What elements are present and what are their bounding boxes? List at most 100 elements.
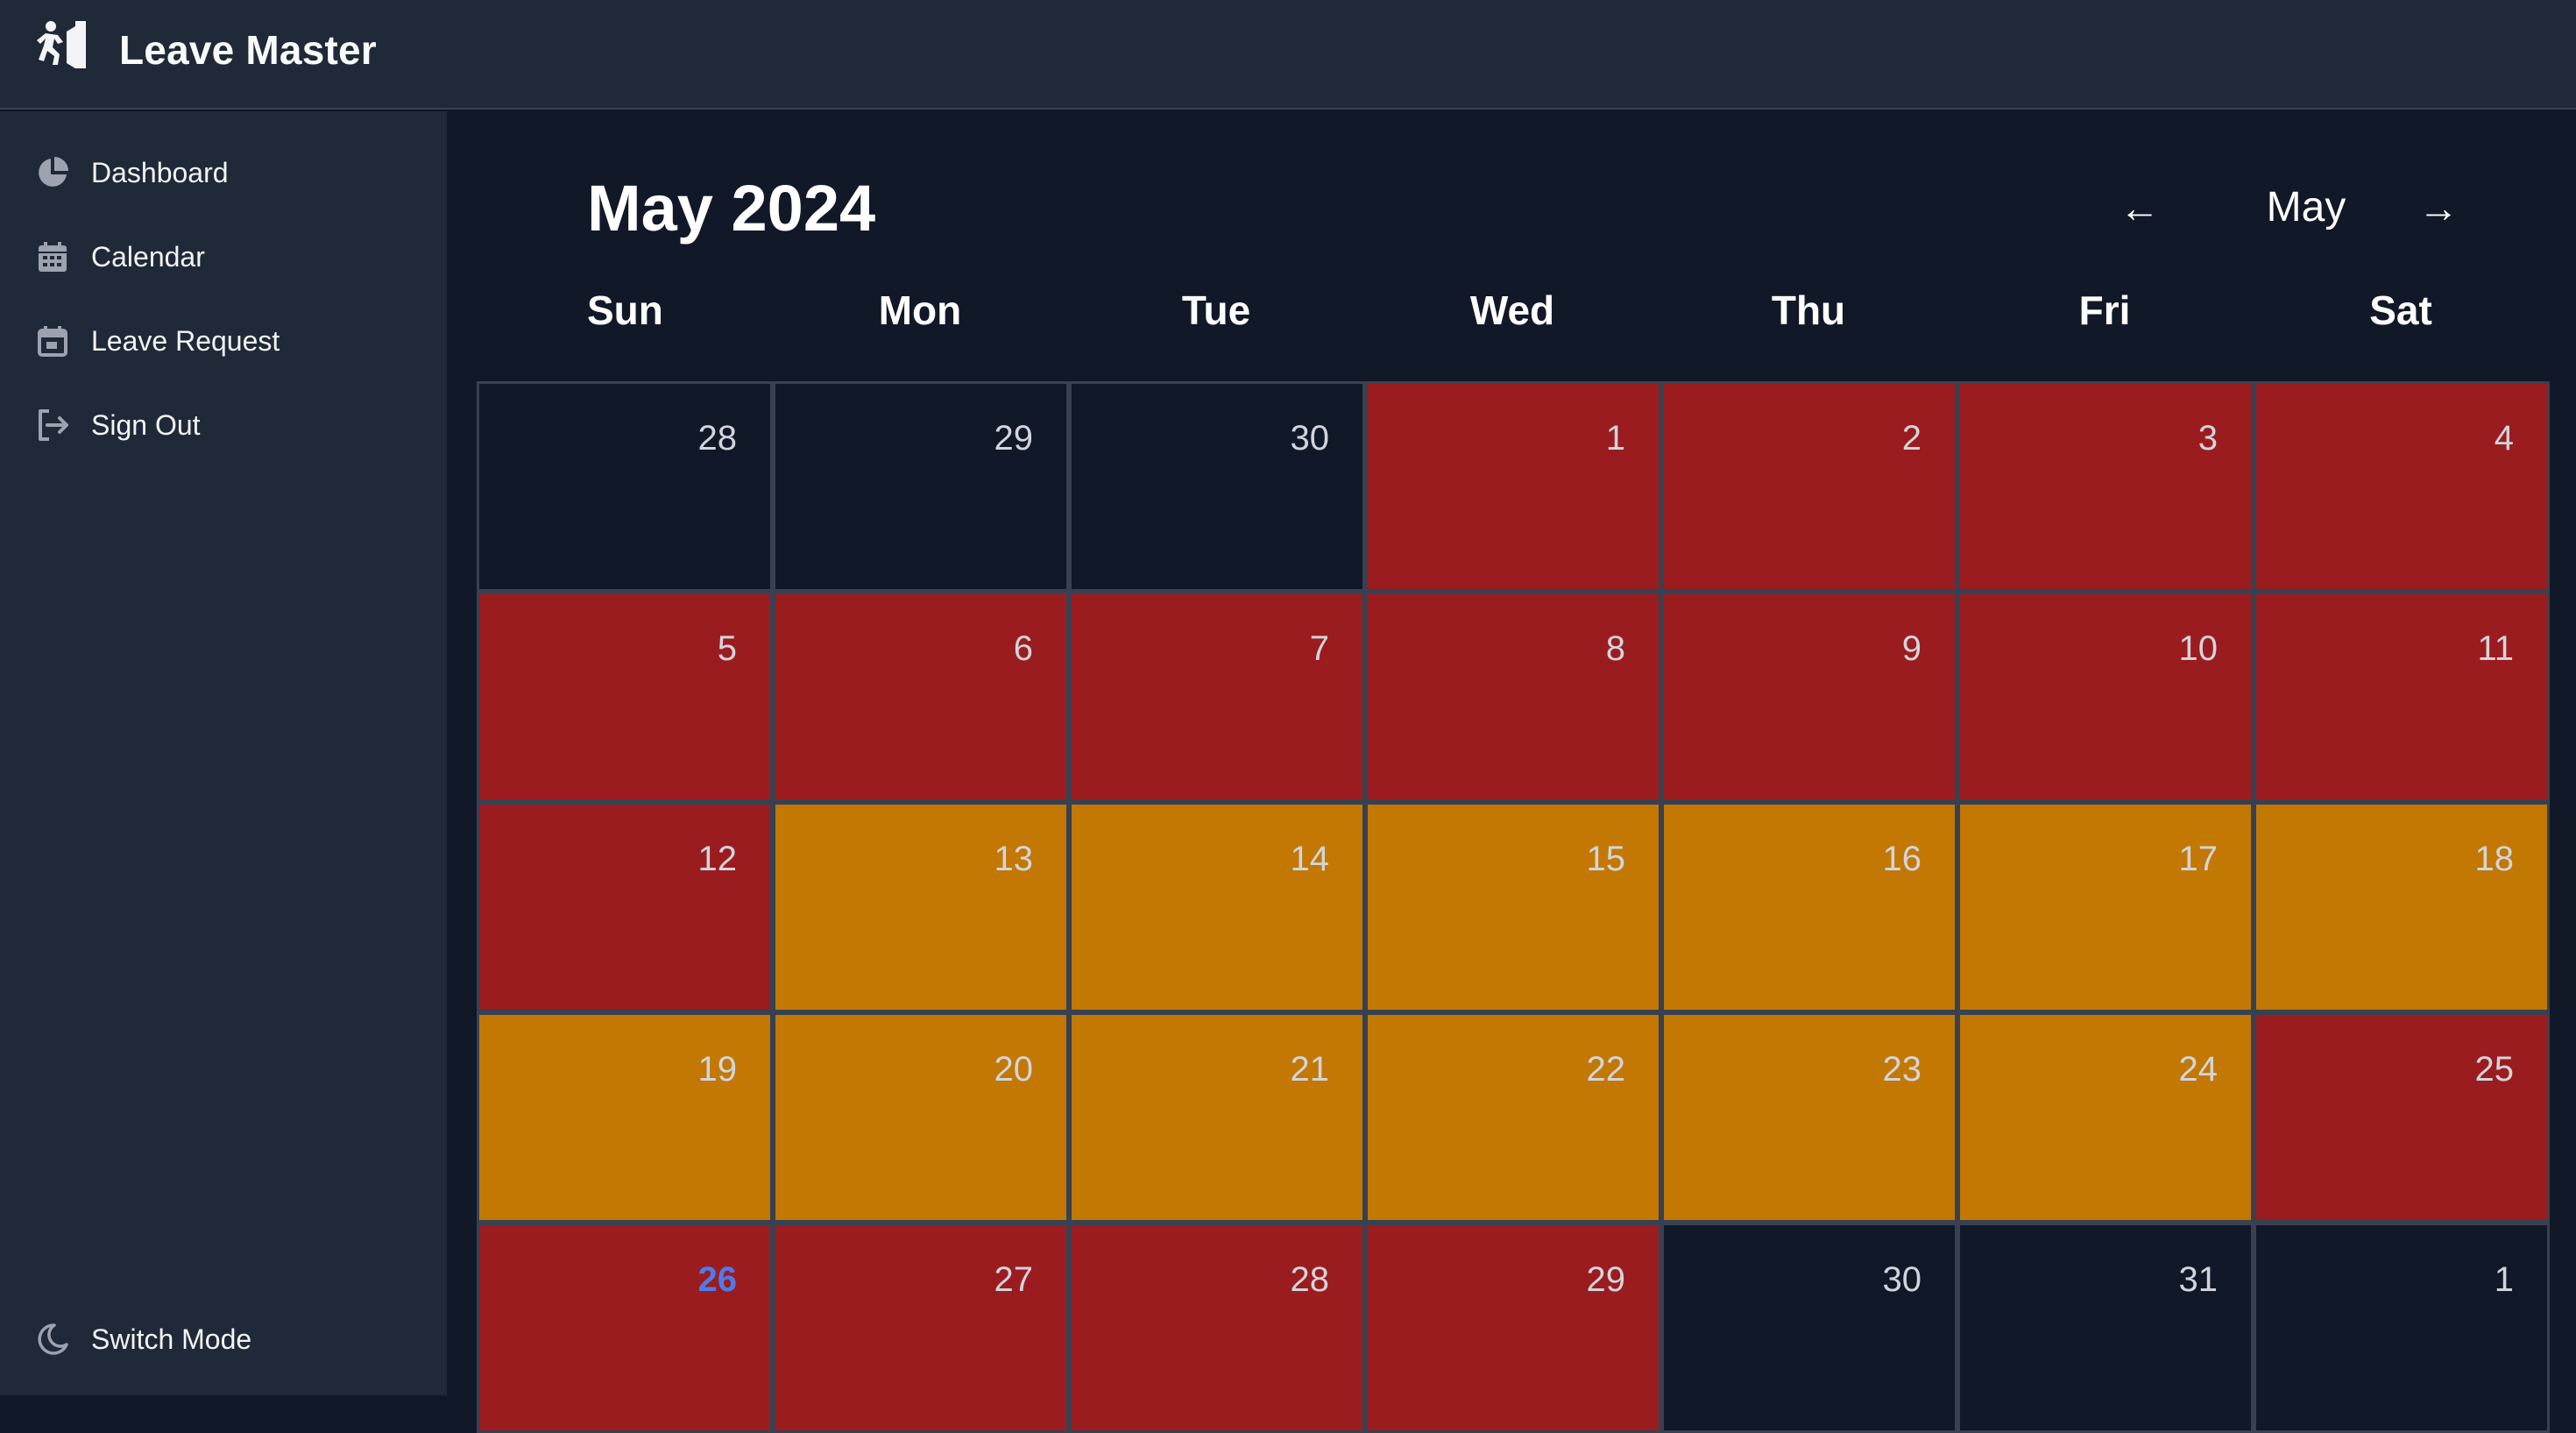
calendar-day-cell[interactable]: 29 <box>1365 1223 1661 1433</box>
day-number: 1 <box>1605 419 1625 458</box>
day-number: 19 <box>697 1050 738 1089</box>
day-number: 30 <box>1290 419 1330 458</box>
month-title: May 2024 <box>587 172 876 245</box>
day-number: 5 <box>717 629 737 668</box>
app-title: Leave Master <box>119 27 377 73</box>
calendar-day-cell[interactable]: 1 <box>2254 1223 2550 1433</box>
day-number: 7 <box>1309 629 1329 668</box>
day-number: 28 <box>697 419 738 458</box>
calendar-day-cell[interactable]: 1 <box>1365 381 1661 592</box>
switch-mode-label: Switch Mode <box>91 1323 252 1355</box>
day-number: 27 <box>994 1260 1034 1299</box>
calendar-day-cell[interactable]: 30 <box>1661 1223 1957 1433</box>
calendar-day-cell[interactable]: 30 <box>1069 381 1365 592</box>
calendar-day-cell[interactable]: 13 <box>773 802 1069 1012</box>
weekday-header-sun: Sun <box>587 287 663 333</box>
day-number: 1 <box>2494 1260 2514 1299</box>
day-number: 13 <box>994 840 1034 878</box>
calendar-day-cell[interactable]: 23 <box>1661 1012 1957 1223</box>
day-number: 31 <box>2178 1260 2219 1299</box>
sidebar: Dashboard Calendar Leave Request Sign Ou… <box>0 111 449 1395</box>
sidebar-item-sign-out[interactable]: Sign Out <box>0 390 449 460</box>
calendar-day-cell[interactable]: 2 <box>1661 381 1957 592</box>
calendar-day-cell[interactable]: 14 <box>1069 802 1365 1012</box>
day-number: 18 <box>2474 840 2515 878</box>
sidebar-item-calendar[interactable]: Calendar <box>0 222 449 292</box>
calendar-day-cell[interactable]: 20 <box>773 1012 1069 1223</box>
calendar-day-cell[interactable]: 28 <box>1069 1223 1365 1433</box>
calendar-day-cell[interactable]: 29 <box>773 381 1069 592</box>
day-number: 3 <box>2197 419 2218 458</box>
day-number: 10 <box>2178 629 2219 668</box>
switch-mode-button[interactable]: Switch Mode <box>0 1304 449 1374</box>
leave-logo-icon <box>37 21 86 68</box>
calendar-day-cell[interactable]: 27 <box>773 1223 1069 1433</box>
calendar-day-cell[interactable]: 8 <box>1365 592 1661 802</box>
day-number: 23 <box>1882 1050 1922 1089</box>
calendar-day-cell[interactable]: 7 <box>1069 592 1365 802</box>
day-number: 26 <box>697 1260 738 1299</box>
day-number: 25 <box>2474 1050 2515 1089</box>
weekday-header-fri: Fri <box>2078 287 2131 333</box>
calendar-day-cell[interactable]: 18 <box>2254 802 2550 1012</box>
calendar-day-cell[interactable]: 22 <box>1365 1012 1661 1223</box>
calendar-day-cell[interactable]: 10 <box>1957 592 2254 802</box>
sidebar-item-label: Dashboard <box>91 156 229 188</box>
calendar-day-cell[interactable]: 24 <box>1957 1012 2254 1223</box>
top-bar: Leave Master <box>0 0 2576 110</box>
weekday-header-thu: Thu <box>1771 287 1846 333</box>
calendar-day-cell[interactable]: 17 <box>1957 802 2254 1012</box>
calendar-day-cell[interactable]: 31 <box>1957 1223 2254 1433</box>
day-number: 15 <box>1586 840 1626 878</box>
calendar-day-cell[interactable]: 6 <box>773 592 1069 802</box>
day-number: 20 <box>994 1050 1034 1089</box>
day-number: 29 <box>994 419 1034 458</box>
sidebar-item-leave-request[interactable]: Leave Request <box>0 306 449 376</box>
weekday-header-mon: Mon <box>878 287 962 333</box>
calendar-day-cell[interactable]: 16 <box>1661 802 1957 1012</box>
calendar-day-cell[interactable]: 9 <box>1661 592 1957 802</box>
day-number: 21 <box>1290 1050 1330 1089</box>
calendar-edit-icon <box>38 326 67 357</box>
next-month-button[interactable]: → <box>2418 185 2459 231</box>
day-number: 2 <box>1901 419 1921 458</box>
calendar-day-cell[interactable]: 25 <box>2254 1012 2550 1223</box>
calendar-day-cell[interactable]: 4 <box>2254 381 2550 592</box>
calendar-day-cell[interactable]: 19 <box>477 1012 773 1223</box>
sidebar-item-label: Sign Out <box>91 408 201 441</box>
sign-out-icon <box>39 409 68 441</box>
calendar-day-cell[interactable]: 15 <box>1365 802 1661 1012</box>
day-number: 4 <box>2494 419 2514 458</box>
sidebar-item-dashboard[interactable]: Dashboard <box>0 138 449 208</box>
current-month-label: May <box>2266 184 2346 231</box>
calendar-day-cell[interactable]: 12 <box>477 802 773 1012</box>
day-number: 24 <box>2178 1050 2219 1089</box>
day-number: 6 <box>1013 629 1033 668</box>
sidebar-item-label: Calendar <box>91 240 205 273</box>
prev-month-button[interactable]: ← <box>2120 185 2160 231</box>
day-number: 8 <box>1605 629 1625 668</box>
day-number: 29 <box>1586 1260 1626 1299</box>
day-number: 9 <box>1901 629 1921 668</box>
day-number: 14 <box>1290 840 1330 878</box>
day-number: 11 <box>2477 629 2514 668</box>
calendar-panel: May 2024 ← May → Sun Mon Tue Wed Thu Fri… <box>449 111 2576 1433</box>
day-number: 22 <box>1586 1050 1626 1089</box>
weekday-header-wed: Wed <box>1469 287 1555 333</box>
calendar-grid: 28 29 30 1 2 3 4 5 6 7 8 9 10 11 12 13 14 15 16 17 18 19 20 21 2… <box>477 381 2555 1433</box>
calendar-day-cell-today[interactable]: 26 <box>477 1223 773 1433</box>
weekday-header-tue: Tue <box>1181 287 1251 333</box>
pie-chart-icon <box>39 157 68 187</box>
day-number: 16 <box>1882 840 1922 878</box>
calendar-day-cell[interactable]: 11 <box>2254 592 2550 802</box>
day-number: 30 <box>1882 1260 1922 1299</box>
calendar-day-cell[interactable]: 21 <box>1069 1012 1365 1223</box>
day-number: 17 <box>2178 840 2219 878</box>
calendar-day-cell[interactable]: 3 <box>1957 381 2254 592</box>
day-number: 12 <box>697 840 738 878</box>
calendar-day-cell[interactable]: 5 <box>477 592 773 802</box>
day-number: 28 <box>1290 1260 1330 1299</box>
weekday-header-sat: Sat <box>2369 287 2432 333</box>
calendar-icon <box>39 242 67 272</box>
calendar-day-cell[interactable]: 28 <box>477 381 773 592</box>
